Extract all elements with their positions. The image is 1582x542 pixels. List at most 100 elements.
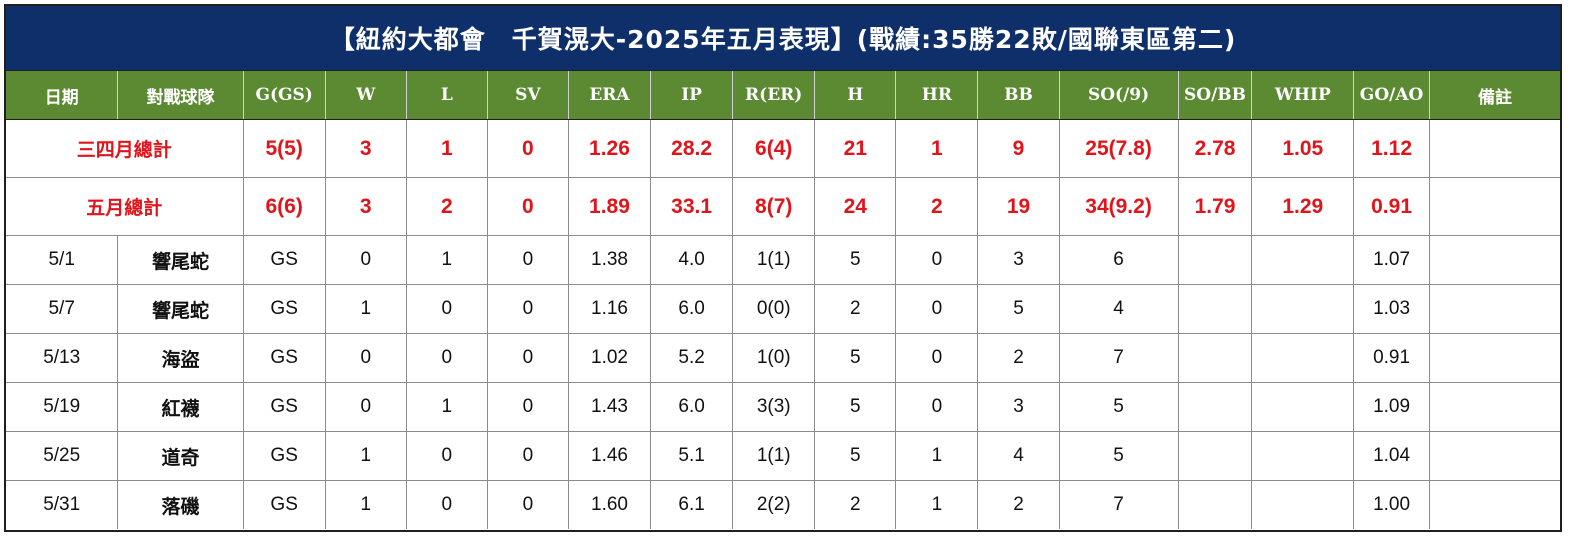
cell-so9[interactable]: 5 xyxy=(1059,382,1179,432)
col-header-notes[interactable]: 備註 xyxy=(1429,71,1560,120)
cell-hr[interactable]: 0 xyxy=(895,382,979,432)
cell-opponent[interactable]: 道奇 xyxy=(117,431,244,481)
cell-goao[interactable]: 1.09 xyxy=(1353,382,1431,432)
cell-opponent[interactable]: 響尾蛇 xyxy=(117,284,244,334)
cell-so9[interactable]: 4 xyxy=(1059,284,1179,334)
cell-opponent[interactable]: 海盜 xyxy=(117,333,244,383)
cell-h[interactable]: 5 xyxy=(814,235,897,285)
cell-w[interactable]: 3 xyxy=(325,177,407,236)
col-header-hr[interactable]: HR xyxy=(895,71,979,120)
cell-sv[interactable]: 0 xyxy=(487,431,569,481)
cell-l[interactable]: 0 xyxy=(406,480,488,529)
cell-ip[interactable]: 6.1 xyxy=(650,480,734,529)
cell-so9[interactable]: 5 xyxy=(1059,431,1179,481)
cell-r-er[interactable]: 1(1) xyxy=(732,431,816,481)
cell-date[interactable]: 5/13 xyxy=(6,333,119,383)
col-header-bb[interactable]: BB xyxy=(977,71,1060,120)
cell-era[interactable]: 1.60 xyxy=(568,480,652,529)
cell-sv[interactable]: 0 xyxy=(487,382,569,432)
cell-w[interactable]: 1 xyxy=(325,284,407,334)
cell-w[interactable]: 1 xyxy=(325,480,407,529)
cell-g-gs[interactable]: GS xyxy=(243,333,326,383)
cell-r-er[interactable]: 6(4) xyxy=(732,119,816,178)
cell-sobb[interactable] xyxy=(1178,480,1253,529)
cell-r-er[interactable]: 2(2) xyxy=(732,480,816,529)
cell-hr[interactable]: 0 xyxy=(895,235,979,285)
col-header-r-er[interactable]: R(ER) xyxy=(732,71,816,120)
cell-opponent[interactable]: 落磯 xyxy=(117,480,244,529)
cell-sv[interactable]: 0 xyxy=(487,284,569,334)
col-header-sobb[interactable]: SO/BB xyxy=(1178,71,1253,120)
cell-era[interactable]: 1.43 xyxy=(568,382,652,432)
cell-ip[interactable]: 6.0 xyxy=(650,382,734,432)
cell-era[interactable]: 1.26 xyxy=(568,119,652,178)
cell-w[interactable]: 3 xyxy=(325,119,407,178)
cell-g-gs[interactable]: GS xyxy=(243,382,326,432)
cell-opponent[interactable]: 響尾蛇 xyxy=(117,235,244,285)
col-header-sv[interactable]: SV xyxy=(487,71,569,120)
cell-r-er[interactable]: 1(1) xyxy=(732,235,816,285)
cell-sv[interactable]: 0 xyxy=(487,119,569,178)
cell-sobb[interactable]: 2.78 xyxy=(1178,119,1253,178)
cell-sobb[interactable] xyxy=(1178,431,1253,481)
cell-h[interactable]: 5 xyxy=(814,333,897,383)
cell-h[interactable]: 24 xyxy=(814,177,897,236)
cell-date[interactable]: 5/7 xyxy=(6,284,119,334)
cell-goao[interactable]: 0.91 xyxy=(1353,333,1431,383)
cell-g-gs[interactable]: 6(6) xyxy=(243,177,326,236)
cell-date[interactable]: 5/1 xyxy=(6,235,119,285)
cell-goao[interactable]: 0.91 xyxy=(1353,177,1431,236)
cell-h[interactable]: 2 xyxy=(814,284,897,334)
cell-so9[interactable]: 34(9.2) xyxy=(1059,177,1179,236)
cell-bb[interactable]: 9 xyxy=(977,119,1060,178)
cell-h[interactable]: 5 xyxy=(814,382,897,432)
cell-ip[interactable]: 5.2 xyxy=(650,333,734,383)
cell-whip[interactable]: 1.05 xyxy=(1251,119,1355,178)
cell-hr[interactable]: 1 xyxy=(895,480,979,529)
cell-l[interactable]: 1 xyxy=(406,382,488,432)
cell-r-er[interactable]: 0(0) xyxy=(732,284,816,334)
cell-bb[interactable]: 3 xyxy=(977,382,1060,432)
cell-whip[interactable] xyxy=(1251,480,1355,529)
cell-whip[interactable]: 1.29 xyxy=(1251,177,1355,236)
cell-era[interactable]: 1.46 xyxy=(568,431,652,481)
col-header-so9[interactable]: SO(/9) xyxy=(1059,71,1179,120)
cell-notes[interactable] xyxy=(1429,119,1560,178)
cell-w[interactable]: 0 xyxy=(325,235,407,285)
cell-goao[interactable]: 1.04 xyxy=(1353,431,1431,481)
summary-label-cell[interactable]: 五月總計 xyxy=(6,177,244,236)
cell-sobb[interactable] xyxy=(1178,284,1253,334)
col-header-opponent[interactable]: 對戰球隊 xyxy=(117,71,244,120)
cell-notes[interactable] xyxy=(1429,284,1560,334)
cell-so9[interactable]: 7 xyxy=(1059,333,1179,383)
cell-r-er[interactable]: 3(3) xyxy=(732,382,816,432)
col-header-goao[interactable]: GO/AO xyxy=(1353,71,1431,120)
cell-bb[interactable]: 4 xyxy=(977,431,1060,481)
cell-g-gs[interactable]: GS xyxy=(243,431,326,481)
cell-so9[interactable]: 7 xyxy=(1059,480,1179,529)
cell-notes[interactable] xyxy=(1430,481,1560,530)
cell-bb[interactable]: 19 xyxy=(977,177,1060,236)
cell-sv[interactable]: 0 xyxy=(487,333,569,383)
cell-sobb[interactable] xyxy=(1178,235,1253,285)
cell-date[interactable]: 5/31 xyxy=(6,480,119,529)
cell-notes[interactable] xyxy=(1429,431,1560,481)
cell-sv[interactable]: 0 xyxy=(487,480,569,529)
cell-l[interactable]: 1 xyxy=(406,235,488,285)
cell-ip[interactable]: 28.2 xyxy=(650,119,734,178)
cell-date[interactable]: 5/19 xyxy=(6,382,119,432)
cell-ip[interactable]: 6.0 xyxy=(650,284,734,334)
cell-ip[interactable]: 33.1 xyxy=(650,177,734,236)
cell-goao[interactable]: 1.00 xyxy=(1353,480,1431,529)
cell-l[interactable]: 0 xyxy=(406,333,488,383)
cell-h[interactable]: 2 xyxy=(814,480,897,529)
cell-whip[interactable] xyxy=(1251,382,1355,432)
cell-hr[interactable]: 0 xyxy=(895,284,979,334)
cell-sobb[interactable] xyxy=(1178,333,1253,383)
cell-bb[interactable]: 5 xyxy=(977,284,1060,334)
cell-sobb[interactable] xyxy=(1178,382,1253,432)
col-header-whip[interactable]: WHIP xyxy=(1251,71,1355,120)
cell-bb[interactable]: 2 xyxy=(977,480,1060,529)
cell-hr[interactable]: 1 xyxy=(895,119,979,178)
cell-l[interactable]: 0 xyxy=(406,284,488,334)
